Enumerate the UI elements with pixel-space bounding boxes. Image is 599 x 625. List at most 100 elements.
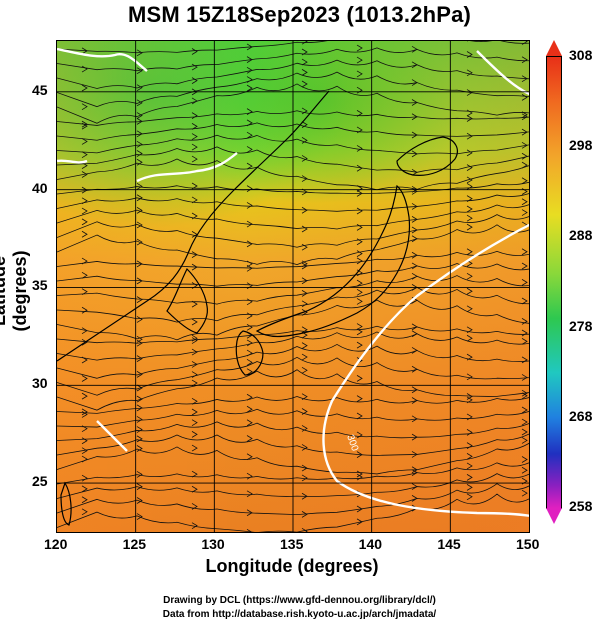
wind-arrow-icon [356, 279, 363, 287]
wind-arrow-icon [301, 444, 308, 451]
wind-arrow-icon [81, 496, 88, 504]
wind-arrow-icon [136, 67, 143, 75]
wind-arrow-icon [521, 262, 528, 270]
y-axis-label: Latitude (degrees) [0, 250, 30, 332]
wind-arrow-icon [411, 397, 418, 404]
lat-lon-grid [57, 41, 529, 532]
wind-arrow-icon [301, 353, 308, 361]
wind-arrow-icon [246, 185, 253, 192]
wind-arrow-icon [136, 384, 143, 392]
x-axis-label: Longitude (degrees) [205, 556, 379, 576]
wind-arrow-icon [191, 503, 198, 510]
wind-arrow-icon [411, 483, 418, 490]
coast-mainland [57, 90, 330, 362]
wind-arrow-icon [136, 339, 143, 347]
wind-arrow-icon [191, 123, 198, 130]
wind-arrow-icon [411, 415, 418, 423]
streamline [57, 325, 529, 344]
wind-arrow-icon [356, 328, 363, 336]
wind-arrow-icon [81, 392, 88, 400]
wind-arrow-icon [246, 264, 253, 272]
streamline [57, 408, 529, 428]
wind-arrow-icon [81, 197, 88, 205]
wind-arrow-icon [301, 464, 308, 472]
streamline [57, 493, 529, 532]
wind-arrow-icon [136, 296, 143, 303]
wind-arrow-icon [81, 375, 88, 382]
wind-arrow-icon [81, 271, 88, 279]
wind-arrow-icon [356, 126, 363, 134]
wind-arrow-icon [521, 418, 528, 426]
wind-arrow-icon [136, 513, 143, 520]
wind-arrow-icon [191, 397, 198, 405]
wind-arrow-icon [521, 248, 528, 256]
streamline [57, 263, 529, 287]
map-overlay: 300 [57, 41, 529, 532]
wind-arrow-icon [246, 490, 253, 498]
wind-arrow-icon [301, 155, 308, 162]
wind-arrow-icon [466, 493, 473, 501]
wind-arrow-icon [521, 152, 528, 160]
wind-arrow-icon [81, 408, 88, 416]
streamline [57, 343, 529, 379]
x-tick-label: 125 [122, 536, 147, 552]
wind-arrow-icon [411, 235, 418, 243]
colorbar-tick-label: 298 [569, 137, 593, 154]
wind-arrow-icon [356, 412, 363, 420]
streamline [57, 83, 529, 124]
wind-arrow-icon [356, 298, 363, 305]
wind-arrow-icon [246, 146, 253, 153]
wind-arrow-icon [411, 150, 418, 158]
wind-arrow-icon [356, 70, 363, 78]
wind-arrow-icon [356, 257, 363, 265]
streamline [57, 204, 529, 230]
wind-arrow-icon [81, 207, 88, 215]
streamline [57, 193, 529, 212]
streamline [57, 442, 529, 475]
y-tick-label: 30 [32, 375, 48, 392]
wind-arrow-icon [411, 216, 418, 223]
wind-arrow-icon [356, 505, 363, 513]
wind-arrow-icon [521, 338, 528, 345]
wind-arrow-icon [81, 485, 88, 493]
wind-arrow-icon [356, 250, 363, 257]
wind-arrow-icon [356, 56, 363, 64]
wind-arrow-icon [246, 220, 253, 228]
wind-arrow-icon [521, 141, 528, 149]
wind-arrow-icon [411, 347, 418, 354]
wind-arrow-icon [246, 435, 253, 442]
wind-arrow-icon [521, 392, 528, 400]
wind-arrow-icon [191, 348, 198, 356]
streamline [57, 433, 529, 456]
wind-arrow-icon [136, 118, 143, 125]
wind-arrow-icon [136, 316, 143, 323]
wind-arrow-icon [411, 365, 418, 373]
streamline [57, 286, 529, 323]
wind-arrow-icon [246, 339, 253, 347]
wind-arrow-icon [521, 56, 528, 64]
colorbar-max-arrow [546, 40, 562, 56]
wind-arrow-icon [411, 466, 418, 474]
wind-arrow-icon [466, 453, 473, 460]
wind-arrow-icon [81, 327, 88, 335]
wind-arrow-icon [136, 207, 143, 214]
wind-arrow-icon [191, 361, 198, 368]
streamline [57, 483, 529, 516]
wind-arrow-icon [466, 149, 473, 157]
wind-arrow-icon [301, 48, 308, 56]
wind-arrow-icon [411, 168, 418, 176]
wind-arrow-icon [466, 287, 473, 295]
wind-arrow-icon [301, 58, 308, 66]
wind-arrow-icon [246, 358, 253, 366]
wind-arrow-icon [521, 456, 528, 463]
streamline [57, 41, 529, 54]
wind-arrow-icon [191, 251, 198, 258]
wind-arrow-icon [246, 108, 253, 115]
wind-arrow-icon [191, 77, 198, 84]
wind-arrow-icon [466, 176, 473, 184]
y-tick-label: 35 [32, 277, 48, 294]
wind-arrow-icon [246, 323, 253, 331]
wind-arrow-icon [301, 492, 308, 500]
streamline [57, 250, 529, 269]
wind-arrow-icon [81, 257, 88, 265]
